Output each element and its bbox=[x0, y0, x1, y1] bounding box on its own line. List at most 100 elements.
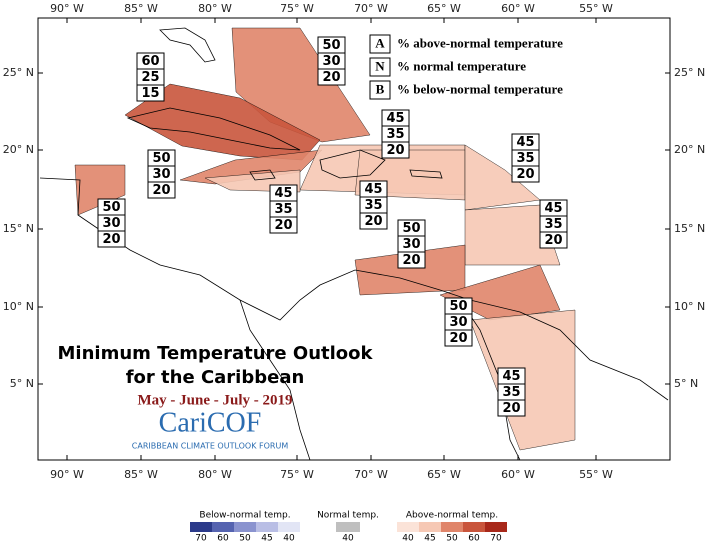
prob-cell bbox=[497, 399, 526, 417]
key-panel bbox=[365, 30, 585, 106]
prob-above: 45 bbox=[386, 111, 404, 126]
legend-tick: 60 bbox=[217, 534, 229, 542]
lat-label: 10° N bbox=[3, 300, 34, 313]
key-rows: A % above-normal temperature N % normal tem… bbox=[369, 34, 563, 100]
legend-swatch bbox=[463, 522, 485, 532]
prob-below: 20 bbox=[364, 214, 382, 229]
key bbox=[365, 30, 585, 106]
prob-cell bbox=[539, 231, 568, 249]
legend-swatch bbox=[278, 522, 300, 532]
prob-normal: 35 bbox=[502, 385, 520, 400]
logo-subtitle: CARIBBEAN CLIMATE OUTLOOK FORUM bbox=[132, 442, 289, 451]
legend-swatch bbox=[336, 522, 360, 532]
key-text: % normal temperature bbox=[397, 58, 526, 73]
prob-below: 20 bbox=[402, 253, 420, 268]
prob-cell bbox=[136, 84, 165, 102]
prob-cell bbox=[381, 141, 410, 159]
prob-cell bbox=[444, 329, 473, 347]
prob-below: 20 bbox=[152, 183, 170, 198]
legend-swatch bbox=[485, 522, 507, 532]
legend-tick: 50 bbox=[446, 534, 458, 542]
key-text: % below-normal temperature bbox=[397, 81, 563, 96]
legend-tick: 50 bbox=[239, 534, 251, 542]
legend-swatch bbox=[441, 522, 463, 532]
lon-label: 55° W bbox=[579, 468, 613, 481]
legend-tick: 70 bbox=[490, 534, 502, 542]
key-cell bbox=[369, 57, 391, 77]
lat-label: 25° N bbox=[674, 66, 705, 79]
legend-swatch bbox=[397, 522, 419, 532]
lon-label: 65° W bbox=[427, 468, 461, 481]
lon-label: 70° W bbox=[354, 2, 388, 15]
lat-label: 20° N bbox=[674, 143, 705, 156]
prob-cell bbox=[359, 212, 388, 230]
legend-swatch bbox=[212, 522, 234, 532]
prob-cell bbox=[269, 216, 298, 234]
legend-swatch bbox=[419, 522, 441, 532]
lon-label: 70° W bbox=[354, 468, 388, 481]
title-line2: for the Caribbean bbox=[126, 367, 305, 388]
prob-below: 20 bbox=[102, 232, 120, 247]
prob-above: 60 bbox=[141, 54, 159, 69]
prob-normal: 30 bbox=[322, 54, 340, 69]
lat-label: 20° N bbox=[3, 143, 34, 156]
legend-tick: 45 bbox=[424, 534, 435, 542]
key-text: % above-normal temperature bbox=[397, 35, 563, 50]
prob-below: 20 bbox=[274, 218, 292, 233]
lat-label: 15° N bbox=[674, 222, 705, 235]
title-period: May - June - July - 2019 bbox=[138, 392, 293, 408]
prob-below: 20 bbox=[502, 401, 520, 416]
lon-label: 85° W bbox=[124, 468, 158, 481]
prob-normal: 30 bbox=[402, 237, 420, 252]
color-legend: Below-normal temp. 70 60 50 45 40 Normal temp.… bbox=[190, 511, 507, 542]
lon-label: 80° W bbox=[198, 2, 232, 15]
prob-normal: 25 bbox=[141, 70, 159, 85]
lon-label: 65° W bbox=[427, 2, 461, 15]
lon-label: 90° W bbox=[50, 2, 84, 15]
lat-label: 15° N bbox=[3, 222, 34, 235]
legend-swatch bbox=[256, 522, 278, 532]
prob-normal: 35 bbox=[544, 217, 562, 232]
lat-label: 5° N bbox=[674, 377, 698, 390]
prob-normal: 30 bbox=[102, 216, 120, 231]
prob-above: 45 bbox=[516, 135, 534, 150]
legend-tick: 45 bbox=[261, 534, 272, 542]
prob-above: 45 bbox=[502, 369, 520, 384]
prob-above: 45 bbox=[364, 182, 382, 197]
key-letter: N bbox=[375, 58, 385, 73]
outlook-region bbox=[124, 83, 321, 161]
prob-below: 15 bbox=[141, 86, 159, 101]
prob-normal: 35 bbox=[516, 151, 534, 166]
prob-normal: 30 bbox=[152, 167, 170, 182]
prob-normal: 35 bbox=[386, 127, 404, 142]
prob-above: 50 bbox=[102, 200, 120, 215]
prob-cell bbox=[397, 251, 426, 269]
lon-label: 60° W bbox=[501, 468, 535, 481]
prob-below: 20 bbox=[544, 233, 562, 248]
legend-tick: 40 bbox=[342, 534, 354, 542]
prob-normal: 35 bbox=[364, 198, 382, 213]
prob-below: 20 bbox=[386, 143, 404, 158]
regions bbox=[74, 27, 576, 451]
axes: 90° W 90° W 85° W 85° W 80° W 80° W 75° W 75° W… bbox=[3, 2, 705, 481]
lon-label: 60° W bbox=[501, 2, 535, 15]
lat-label: 10° N bbox=[674, 300, 705, 313]
prob-above: 50 bbox=[402, 221, 420, 236]
legend-swatch bbox=[190, 522, 212, 532]
prob-cell bbox=[147, 181, 176, 199]
key-cell bbox=[369, 34, 391, 54]
lon-label: 75° W bbox=[280, 2, 314, 15]
key-letter: B bbox=[376, 81, 385, 96]
prob-cell bbox=[97, 230, 126, 248]
prob-above: 45 bbox=[274, 186, 292, 201]
legend-label: Below-normal temp. bbox=[199, 511, 290, 521]
prob-normal: 35 bbox=[274, 202, 292, 217]
outlook-region bbox=[74, 164, 126, 216]
probability-boxes: 5030206025155030205030204535204535204535… bbox=[97, 36, 568, 417]
lon-label: 75° W bbox=[280, 468, 314, 481]
outlook-region bbox=[179, 149, 323, 185]
legend-tick: 70 bbox=[195, 534, 207, 542]
legend-tick: 60 bbox=[468, 534, 480, 542]
legend-label: Above-normal temp. bbox=[406, 511, 498, 521]
prob-below: 20 bbox=[449, 331, 467, 346]
